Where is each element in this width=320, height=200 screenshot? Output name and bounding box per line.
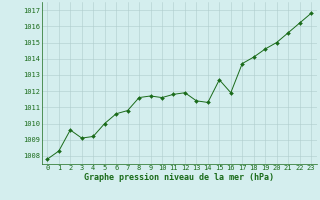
X-axis label: Graphe pression niveau de la mer (hPa): Graphe pression niveau de la mer (hPa) [84,173,274,182]
